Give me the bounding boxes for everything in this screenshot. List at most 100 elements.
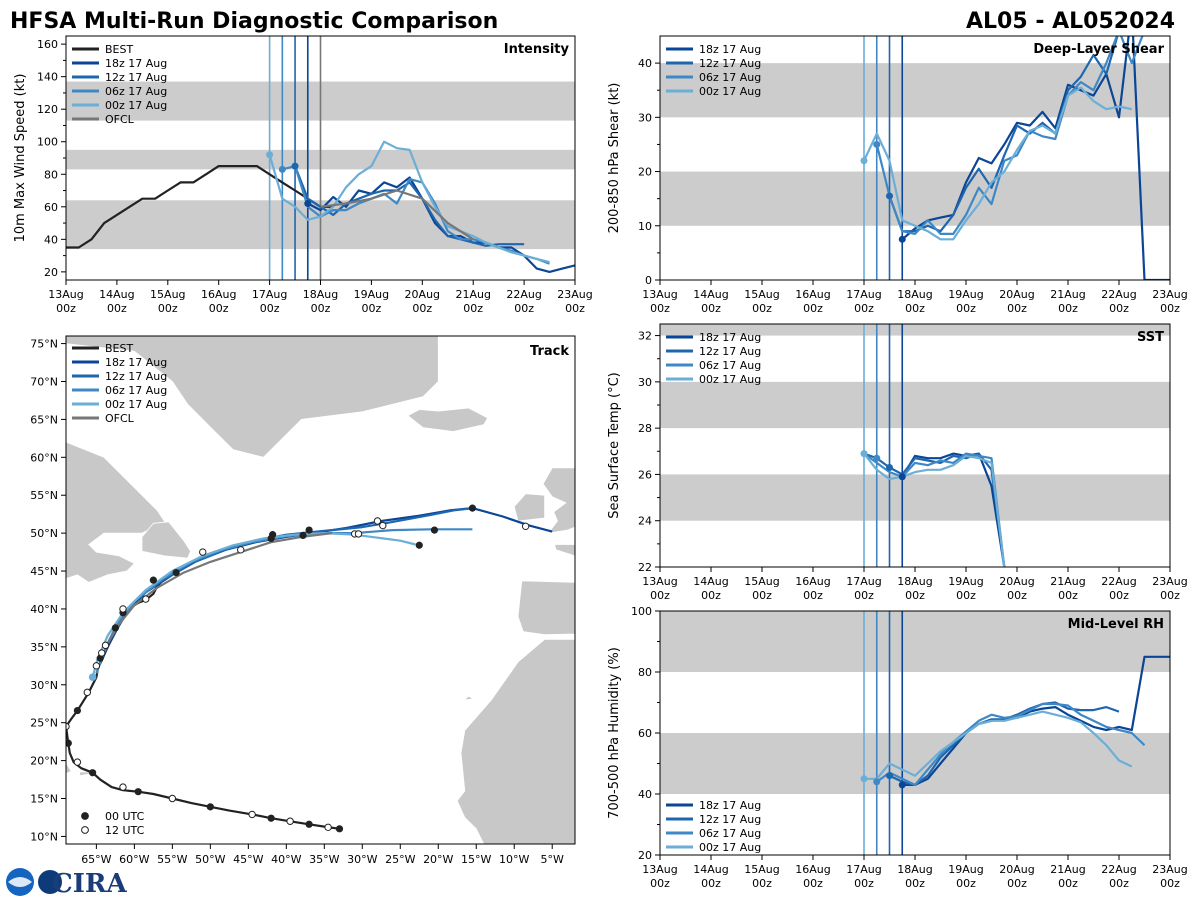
legend-label: 18z 17 Aug	[699, 331, 761, 344]
plot-area	[660, 36, 1170, 280]
series-line-00z-17-aug	[864, 710, 1133, 780]
lon-tick-label: 65°W	[81, 853, 111, 866]
x-tick-label-hour: 00z	[956, 877, 976, 890]
y-tick-label: 120	[37, 103, 58, 116]
x-tick-label-hour: 00z	[158, 302, 178, 315]
x-tick-label: 14Aug	[693, 288, 728, 301]
position-12utc	[101, 641, 110, 650]
x-tick-label: 21Aug	[1050, 575, 1085, 588]
x-tick-label-hour: 00z	[752, 302, 772, 315]
tracks	[66, 504, 553, 833]
globe-icon	[38, 870, 62, 894]
y-tick-label: 20	[44, 266, 58, 279]
shaded-band	[660, 171, 1170, 226]
x-tick-label-hour: 00z	[905, 302, 925, 315]
x-tick-label: 23Aug	[1152, 575, 1187, 588]
position-12utc	[379, 521, 387, 530]
shaded-band	[660, 611, 1170, 672]
noaa-bird-icon	[8, 877, 32, 887]
position-12utc	[521, 522, 530, 531]
x-tick-label: 16Aug	[795, 288, 830, 301]
series-line-12z-17-aug	[889, 701, 1120, 786]
lat-tick-label: 35°N	[30, 641, 58, 654]
x-tick-label: 22Aug	[1101, 575, 1136, 588]
legend-label: 18z 17 Aug	[699, 43, 761, 56]
legend-label: 12z 17 Aug	[699, 57, 761, 70]
position-12utc	[168, 794, 177, 803]
x-tick-label-hour: 00z	[1007, 302, 1027, 315]
x-tick-label: 15Aug	[744, 288, 779, 301]
series-line-ofcl	[320, 189, 474, 241]
init-marker	[898, 473, 906, 481]
x-tick-label-hour: 00z	[854, 877, 874, 890]
x-tick-label-hour: 00z	[701, 302, 721, 315]
x-tick-label: 13Aug	[642, 288, 677, 301]
init-marker	[860, 450, 868, 458]
x-tick-label-hour: 00z	[1109, 302, 1129, 315]
canary-land	[462, 695, 475, 701]
legend-label: 18z 17 Aug	[105, 356, 167, 369]
y-tick-label: 0	[645, 274, 652, 287]
x-tick-label-hour: 00z	[1007, 589, 1027, 602]
x-tick-label: 22Aug	[506, 288, 541, 301]
position-00utc	[305, 526, 313, 534]
position-12utc	[119, 783, 127, 791]
marker-legend-label: 12 UTC	[105, 824, 145, 837]
y-tick-label: 40	[638, 788, 652, 801]
x-tick-label-hour: 00z	[650, 302, 670, 315]
plot-area	[660, 611, 1170, 855]
x-tick-label: 13Aug	[642, 863, 677, 876]
y-tick-label: 24	[638, 515, 652, 528]
x-tick-label: 16Aug	[795, 575, 830, 588]
series-line-00z-17-aug	[863, 452, 1006, 567]
iberia-land	[517, 580, 575, 636]
legend-label: 00z 17 Aug	[699, 841, 761, 854]
map-frame	[65, 335, 576, 845]
britain-land	[542, 467, 575, 534]
init-marker	[266, 151, 274, 159]
y-axis-label: 10m Max Wind Speed (kt)	[13, 74, 28, 243]
lat-tick-label: 65°N	[30, 413, 58, 426]
lat-tick-label: 15°N	[30, 793, 58, 806]
panel-title: Intensity	[504, 42, 570, 57]
x-tick-label-hour: 00z	[752, 589, 772, 602]
lat-tick-label: 30°N	[30, 679, 58, 692]
lon-tick-label: 35°W	[309, 853, 339, 866]
shaded-band	[660, 474, 1170, 521]
lat-tick-label: 60°N	[30, 451, 58, 464]
x-tick-label-hour: 00z	[854, 302, 874, 315]
x-tick-label-hour: 00z	[1160, 877, 1180, 890]
rh-panel: 2040608010013Aug00z14Aug00z15Aug00z16Aug…	[607, 605, 1188, 890]
x-tick-label-hour: 00z	[1109, 877, 1129, 890]
lon-tick-label: 50°W	[195, 853, 225, 866]
x-tick-label-hour: 00z	[650, 589, 670, 602]
position-00utc	[206, 803, 214, 811]
y-tick-label: 40	[44, 233, 58, 246]
legend-label: BEST	[105, 43, 133, 56]
x-tick-label: 18Aug	[897, 575, 932, 588]
lon-tick-label: 60°W	[119, 853, 149, 866]
lon-tick-label: 5°W	[541, 853, 564, 866]
x-tick-label-hour: 00z	[463, 302, 483, 315]
legend-label: 12z 17 Aug	[699, 345, 761, 358]
newfoundland-land	[141, 521, 192, 559]
x-tick-label-hour: 00z	[209, 302, 229, 315]
x-tick-label-hour: 00z	[1109, 589, 1129, 602]
track-line-06z-17-aug	[95, 528, 473, 674]
x-tick-label-hour: 00z	[905, 589, 925, 602]
y-tick-label: 28	[638, 422, 652, 435]
lon-tick-label: 20°W	[423, 853, 453, 866]
x-tick-label-hour: 00z	[565, 302, 585, 315]
legend-label: 00z 17 Aug	[105, 99, 167, 112]
x-tick-label: 23Aug	[557, 288, 592, 301]
lat-tick-label: 75°N	[30, 338, 58, 351]
position-00utc	[134, 788, 142, 796]
landmasses	[66, 336, 575, 844]
y-tick-label: 100	[631, 605, 652, 618]
plot-area	[66, 36, 575, 280]
x-tick-label: 20Aug	[999, 575, 1034, 588]
x-tick-label: 13Aug	[48, 288, 83, 301]
x-tick-label: 19Aug	[948, 288, 983, 301]
legend-label: 12z 17 Aug	[699, 813, 761, 826]
